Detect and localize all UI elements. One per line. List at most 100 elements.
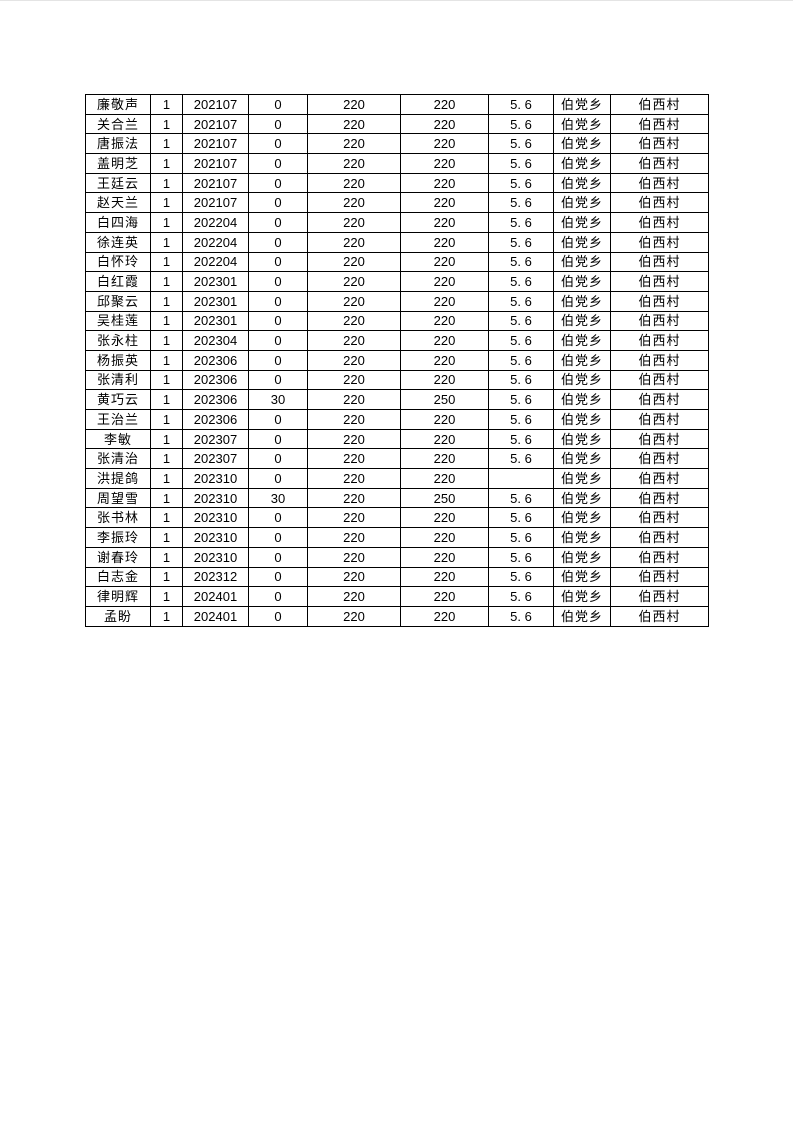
cell-count: 1 — [150, 448, 183, 470]
cell-adjustment: 30 — [248, 389, 308, 410]
cell-village: 伯西村 — [610, 409, 709, 430]
cell-total-amount: 220 — [400, 94, 489, 115]
cell-total-amount: 220 — [400, 172, 489, 194]
cell-total-amount: 220 — [400, 133, 489, 155]
cell-name: 黄巧云 — [85, 389, 151, 410]
cell-name: 徐连英 — [85, 231, 151, 253]
cell-village: 伯西村 — [610, 389, 709, 410]
cell-village: 伯西村 — [610, 271, 709, 292]
cell-period: 202301 — [182, 290, 249, 312]
cell-village: 伯西村 — [610, 428, 709, 450]
cell-township: 伯党乡 — [553, 192, 611, 214]
table-row: 张清治 1 202307 0 220 220 5. 6 伯党乡 伯西村 — [85, 448, 709, 470]
cell-base-amount: 220 — [307, 507, 401, 529]
cell-base-amount: 220 — [307, 330, 401, 351]
cell-name: 张永柱 — [85, 330, 151, 351]
cell-count: 1 — [150, 349, 183, 371]
cell-rate: 5. 6 — [488, 192, 554, 214]
table-row: 王廷云 1 202107 0 220 220 5. 6 伯党乡 伯西村 — [85, 172, 709, 194]
cell-township: 伯党乡 — [553, 566, 611, 588]
cell-township: 伯党乡 — [553, 409, 611, 430]
cell-township: 伯党乡 — [553, 290, 611, 312]
cell-base-amount: 220 — [307, 566, 401, 588]
cell-name: 白怀玲 — [85, 251, 151, 273]
cell-name: 王廷云 — [85, 172, 151, 194]
cell-base-amount: 220 — [307, 369, 401, 391]
cell-rate: 5. 6 — [488, 271, 554, 292]
cell-period: 202306 — [182, 409, 249, 430]
cell-period: 202204 — [182, 251, 249, 273]
cell-count: 1 — [150, 409, 183, 430]
cell-total-amount: 220 — [400, 349, 489, 371]
cell-village: 伯西村 — [610, 527, 709, 548]
cell-township: 伯党乡 — [553, 113, 611, 135]
cell-adjustment: 0 — [248, 212, 308, 233]
cell-count: 1 — [150, 468, 183, 489]
table-row: 王治兰 1 202306 0 220 220 5. 6 伯党乡 伯西村 — [85, 409, 709, 430]
cell-name: 王治兰 — [85, 409, 151, 430]
cell-total-amount: 250 — [400, 487, 489, 509]
cell-name: 关合兰 — [85, 113, 151, 135]
cell-adjustment: 0 — [248, 428, 308, 450]
cell-adjustment: 0 — [248, 468, 308, 489]
cell-village: 伯西村 — [610, 231, 709, 253]
cell-township: 伯党乡 — [553, 586, 611, 607]
cell-township: 伯党乡 — [553, 310, 611, 332]
cell-period: 202107 — [182, 192, 249, 214]
cell-base-amount: 220 — [307, 448, 401, 470]
cell-count: 1 — [150, 527, 183, 548]
cell-township: 伯党乡 — [553, 94, 611, 115]
cell-total-amount: 220 — [400, 330, 489, 351]
table-row: 洪提鸽 1 202310 0 220 220 伯党乡 伯西村 — [85, 468, 709, 489]
cell-rate: 5. 6 — [488, 231, 554, 253]
cell-village: 伯西村 — [610, 487, 709, 509]
cell-village: 伯西村 — [610, 212, 709, 233]
cell-township: 伯党乡 — [553, 251, 611, 273]
cell-total-amount: 220 — [400, 409, 489, 430]
table-row: 白红霞 1 202301 0 220 220 5. 6 伯党乡 伯西村 — [85, 271, 709, 292]
cell-count: 1 — [150, 271, 183, 292]
cell-count: 1 — [150, 605, 183, 627]
cell-village: 伯西村 — [610, 349, 709, 371]
cell-rate: 5. 6 — [488, 349, 554, 371]
cell-name: 赵天兰 — [85, 192, 151, 214]
cell-count: 1 — [150, 546, 183, 568]
cell-name: 李敏 — [85, 428, 151, 450]
cell-base-amount: 220 — [307, 113, 401, 135]
cell-adjustment: 0 — [248, 192, 308, 214]
cell-township: 伯党乡 — [553, 271, 611, 292]
table-row: 黄巧云 1 202306 30 220 250 5. 6 伯党乡 伯西村 — [85, 389, 709, 410]
cell-township: 伯党乡 — [553, 389, 611, 410]
cell-total-amount: 220 — [400, 369, 489, 391]
cell-base-amount: 220 — [307, 409, 401, 430]
cell-name: 邱聚云 — [85, 290, 151, 312]
cell-base-amount: 220 — [307, 487, 401, 509]
cell-name: 张书林 — [85, 507, 151, 529]
table-row: 律明辉 1 202401 0 220 220 5. 6 伯党乡 伯西村 — [85, 586, 709, 607]
table-row: 张清利 1 202306 0 220 220 5. 6 伯党乡 伯西村 — [85, 369, 709, 391]
cell-adjustment: 0 — [248, 586, 308, 607]
cell-rate: 5. 6 — [488, 113, 554, 135]
cell-township: 伯党乡 — [553, 546, 611, 568]
cell-rate: 5. 6 — [488, 605, 554, 627]
cell-adjustment: 30 — [248, 487, 308, 509]
cell-count: 1 — [150, 113, 183, 135]
cell-total-amount: 220 — [400, 153, 489, 174]
cell-township: 伯党乡 — [553, 448, 611, 470]
cell-village: 伯西村 — [610, 468, 709, 489]
cell-period: 202306 — [182, 349, 249, 371]
table-row: 吴桂莲 1 202301 0 220 220 5. 6 伯党乡 伯西村 — [85, 310, 709, 332]
cell-rate: 5. 6 — [488, 487, 554, 509]
cell-name: 唐振法 — [85, 133, 151, 155]
cell-base-amount: 220 — [307, 212, 401, 233]
cell-adjustment: 0 — [248, 290, 308, 312]
cell-township: 伯党乡 — [553, 172, 611, 194]
cell-period: 202307 — [182, 428, 249, 450]
cell-period: 202301 — [182, 271, 249, 292]
table-row: 白怀玲 1 202204 0 220 220 5. 6 伯党乡 伯西村 — [85, 251, 709, 273]
table-row: 李振玲 1 202310 0 220 220 5. 6 伯党乡 伯西村 — [85, 527, 709, 548]
cell-total-amount: 220 — [400, 527, 489, 548]
cell-village: 伯西村 — [610, 251, 709, 273]
cell-township: 伯党乡 — [553, 428, 611, 450]
